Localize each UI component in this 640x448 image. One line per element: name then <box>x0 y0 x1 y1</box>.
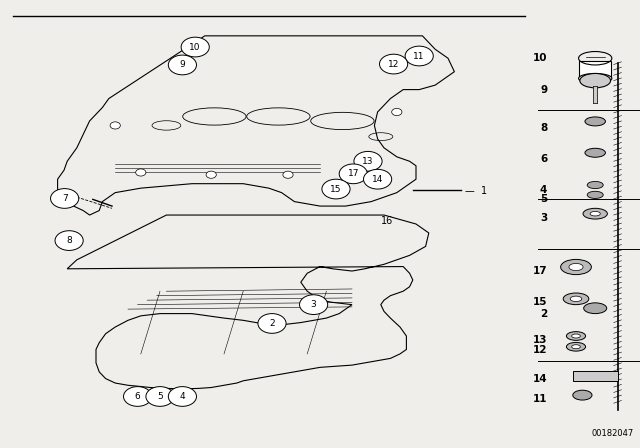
Ellipse shape <box>561 259 591 275</box>
Ellipse shape <box>588 191 604 198</box>
Ellipse shape <box>588 181 604 189</box>
Ellipse shape <box>570 296 582 302</box>
FancyBboxPatch shape <box>579 61 611 78</box>
Circle shape <box>354 151 382 171</box>
Text: 15: 15 <box>532 297 547 307</box>
Ellipse shape <box>580 73 611 88</box>
Circle shape <box>347 173 357 181</box>
Text: 2: 2 <box>269 319 275 328</box>
Text: 3: 3 <box>311 300 316 309</box>
Ellipse shape <box>566 342 586 351</box>
Text: 8: 8 <box>67 236 72 245</box>
Text: 00182047: 00182047 <box>591 429 634 438</box>
Circle shape <box>168 55 196 75</box>
Ellipse shape <box>563 293 589 305</box>
Text: 10: 10 <box>532 53 547 63</box>
Circle shape <box>322 179 350 199</box>
Ellipse shape <box>590 211 600 216</box>
Circle shape <box>364 169 392 189</box>
Text: 13: 13 <box>532 335 547 345</box>
Text: —  1: — 1 <box>465 186 487 196</box>
Text: 5: 5 <box>540 194 547 204</box>
Ellipse shape <box>566 332 586 340</box>
Circle shape <box>392 108 402 116</box>
Text: 8: 8 <box>540 123 547 133</box>
Ellipse shape <box>572 334 580 338</box>
Ellipse shape <box>569 263 583 271</box>
Text: 6: 6 <box>540 154 547 164</box>
Circle shape <box>110 122 120 129</box>
Text: 14: 14 <box>372 175 383 184</box>
Circle shape <box>283 171 293 178</box>
Text: 9: 9 <box>540 85 547 95</box>
Text: 15: 15 <box>330 185 342 194</box>
Circle shape <box>124 387 152 406</box>
Text: 12: 12 <box>388 60 399 69</box>
Text: 2: 2 <box>540 309 547 319</box>
Text: 9: 9 <box>180 60 185 69</box>
Text: 4: 4 <box>540 185 547 194</box>
Ellipse shape <box>585 148 605 157</box>
Circle shape <box>300 295 328 314</box>
Text: 3: 3 <box>540 213 547 223</box>
Circle shape <box>339 164 367 184</box>
Circle shape <box>55 231 83 250</box>
Circle shape <box>51 189 79 208</box>
Ellipse shape <box>584 303 607 314</box>
Circle shape <box>181 37 209 57</box>
Text: 17: 17 <box>532 266 547 276</box>
Text: 5: 5 <box>157 392 163 401</box>
Circle shape <box>405 46 433 66</box>
Text: 10: 10 <box>189 43 201 52</box>
Text: 7: 7 <box>62 194 67 203</box>
Circle shape <box>258 314 286 333</box>
Circle shape <box>168 387 196 406</box>
Text: 6: 6 <box>135 392 140 401</box>
Text: 17: 17 <box>348 169 359 178</box>
Ellipse shape <box>579 73 612 83</box>
Text: 12: 12 <box>532 345 547 355</box>
Circle shape <box>380 54 408 74</box>
FancyBboxPatch shape <box>573 371 618 381</box>
Ellipse shape <box>573 390 592 400</box>
Text: 16: 16 <box>381 216 393 226</box>
Text: 13: 13 <box>362 157 374 166</box>
Text: 4: 4 <box>180 392 185 401</box>
Text: 11: 11 <box>413 52 425 60</box>
Ellipse shape <box>572 345 580 349</box>
Text: 14: 14 <box>532 374 547 383</box>
Circle shape <box>206 171 216 178</box>
Circle shape <box>136 169 146 176</box>
Ellipse shape <box>585 117 605 126</box>
Circle shape <box>146 387 174 406</box>
Ellipse shape <box>583 208 607 219</box>
Text: 11: 11 <box>532 394 547 404</box>
